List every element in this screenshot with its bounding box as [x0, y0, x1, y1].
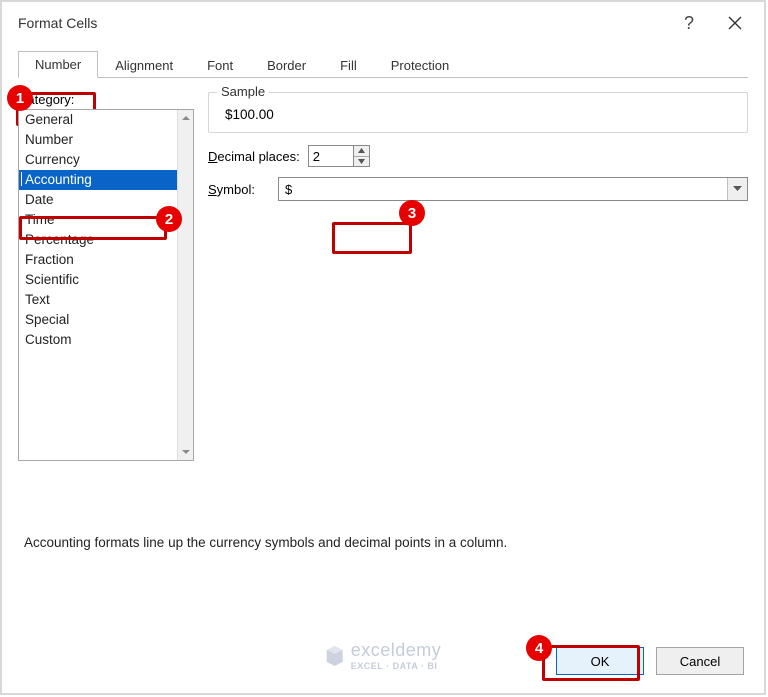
category-item-date[interactable]: Date	[19, 190, 177, 210]
dropdown-button[interactable]	[727, 178, 747, 200]
sample-value: $100.00	[221, 107, 735, 122]
dialog-title: Format Cells	[18, 15, 666, 31]
spinner-down-button[interactable]	[354, 157, 369, 167]
category-item-special[interactable]: Special	[19, 310, 177, 330]
category-item-general[interactable]: General	[19, 110, 177, 130]
format-description: Accounting formats line up the currency …	[24, 535, 507, 550]
sample-legend: Sample	[217, 84, 269, 99]
category-item-number[interactable]: Number	[19, 130, 177, 150]
close-button[interactable]	[712, 8, 758, 38]
category-item-currency[interactable]: Currency	[19, 150, 177, 170]
close-icon	[728, 16, 742, 30]
tab-border[interactable]: Border	[250, 52, 323, 78]
cancel-button[interactable]: Cancel	[656, 647, 744, 675]
sample-group: Sample $100.00	[208, 92, 748, 133]
highlight-box-decimal	[332, 222, 412, 254]
category-item-scientific[interactable]: Scientific	[19, 270, 177, 290]
tab-protection[interactable]: Protection	[374, 52, 467, 78]
scroll-up-button[interactable]	[178, 110, 193, 126]
scroll-down-button[interactable]	[178, 444, 193, 460]
symbol-value: $	[279, 182, 727, 197]
decimal-places-input[interactable]	[308, 145, 354, 167]
symbol-label: Symbol:	[208, 182, 270, 197]
help-button[interactable]: ?	[666, 8, 712, 38]
watermark: exceldemy EXCEL · DATA · BI	[325, 640, 442, 671]
tab-strip: NumberAlignmentFontBorderFillProtection	[18, 50, 748, 78]
category-listbox[interactable]: GeneralNumberCurrencyAccountingDateTimeP…	[18, 109, 194, 461]
tab-fill[interactable]: Fill	[323, 52, 374, 78]
tab-font[interactable]: Font	[190, 52, 250, 78]
watermark-icon	[325, 646, 345, 666]
callout-2: 2	[156, 206, 182, 232]
tab-number[interactable]: Number	[18, 51, 98, 78]
highlight-box-ok	[542, 645, 640, 681]
callout-4: 4	[526, 635, 552, 661]
category-item-fraction[interactable]: Fraction	[19, 250, 177, 270]
decimal-places-spinner[interactable]	[308, 145, 370, 167]
highlight-box-accounting	[19, 216, 167, 240]
category-item-custom[interactable]: Custom	[19, 330, 177, 350]
category-item-text[interactable]: Text	[19, 290, 177, 310]
category-item-accounting[interactable]: Accounting	[19, 170, 177, 190]
spinner-up-button[interactable]	[354, 146, 369, 157]
callout-3: 3	[399, 200, 425, 226]
callout-1: 1	[7, 85, 33, 111]
decimal-places-label: Decimal places:	[208, 149, 300, 164]
tab-alignment[interactable]: Alignment	[98, 52, 190, 78]
scrollbar[interactable]	[177, 110, 193, 460]
symbol-dropdown[interactable]: $	[278, 177, 748, 201]
